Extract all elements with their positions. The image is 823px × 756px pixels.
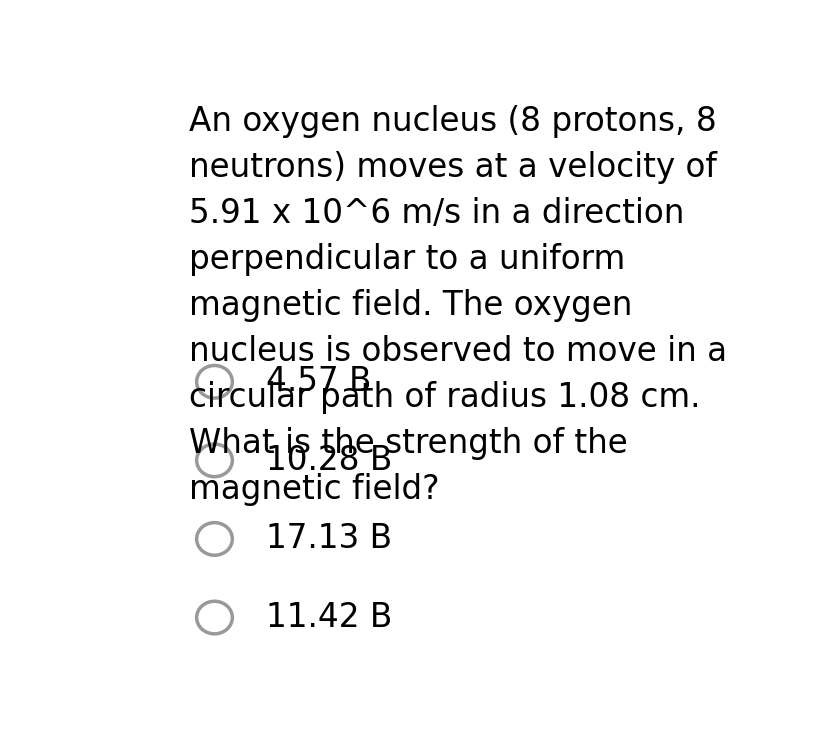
Text: 4.57 B: 4.57 B: [266, 365, 371, 398]
Text: An oxygen nucleus (8 protons, 8
neutrons) moves at a velocity of
5.91 x 10^6 m/s: An oxygen nucleus (8 protons, 8 neutrons…: [189, 105, 727, 507]
Text: 11.42 B: 11.42 B: [266, 601, 392, 634]
Text: 10.28 B: 10.28 B: [266, 444, 392, 477]
Text: 17.13 B: 17.13 B: [266, 522, 392, 556]
